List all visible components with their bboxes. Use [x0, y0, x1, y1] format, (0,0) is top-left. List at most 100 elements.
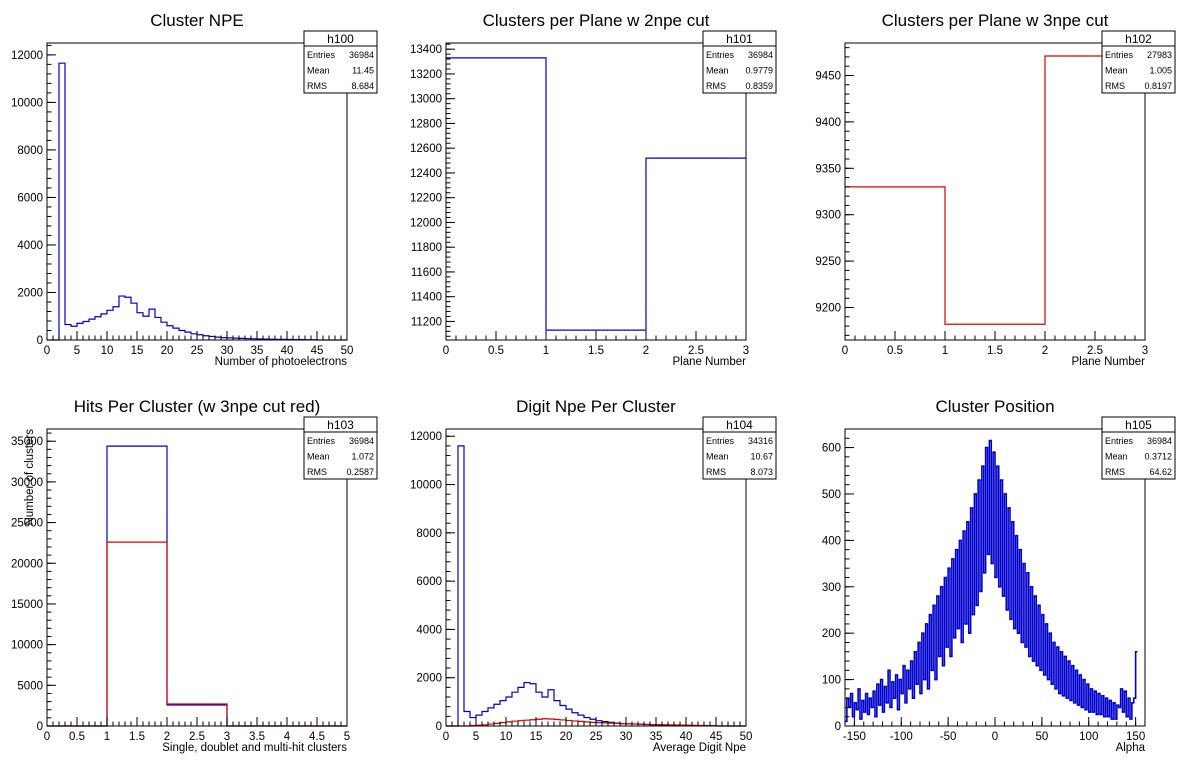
- y-tick-label: 0: [436, 721, 442, 733]
- x-axis-label: Average Digit Npe: [653, 742, 746, 754]
- y-tick-label: 8000: [17, 145, 43, 157]
- x-tick-label: 4: [284, 731, 291, 743]
- y-tick-label: 10000: [410, 480, 442, 492]
- stats-value: 64.62: [1149, 467, 1172, 477]
- stats-box: h102 Entries 27983 Mean 1.005 RMS 0.8197: [1101, 30, 1176, 94]
- x-tick-label: 4.5: [309, 731, 325, 743]
- x-tick-label: 45: [710, 731, 723, 743]
- y-tick-label: 4000: [416, 624, 442, 636]
- stats-key: RMS: [307, 467, 327, 477]
- y-tick-label: 12000: [410, 217, 442, 229]
- stats-box-frame: [702, 30, 777, 94]
- y-tick-label: 10000: [11, 97, 43, 109]
- stats-key: Entries: [1105, 50, 1134, 60]
- chart-title: Cluster Position: [935, 397, 1054, 416]
- y-tick-label: 200: [822, 628, 841, 640]
- x-tick-label: 20: [161, 345, 174, 357]
- histogram-series-1: [845, 55, 1145, 325]
- y-tick-label: 11600: [411, 267, 442, 279]
- y-tick-label: 11200: [411, 316, 442, 328]
- x-tick-label: 0.5: [488, 345, 504, 357]
- x-tick-label: 0: [842, 345, 848, 357]
- histogram-series-1: [446, 57, 746, 331]
- stats-box: h104 Entries 34316 Mean 10.67 RMS 8.073: [702, 416, 777, 480]
- x-tick-label: 0: [44, 731, 50, 743]
- x-tick-label: 50: [341, 345, 354, 357]
- x-tick-label: 150: [1126, 731, 1145, 743]
- stats-box-name: h105: [1125, 418, 1152, 432]
- histogram-series-2: [47, 541, 347, 727]
- x-tick-label: 0: [44, 345, 50, 357]
- stats-value: 1.005: [1149, 66, 1172, 76]
- y-tick-label: 400: [822, 535, 841, 547]
- x-tick-label: 0.5: [69, 731, 85, 743]
- x-tick-label: 100: [1079, 731, 1098, 743]
- y-tick-label: 2000: [17, 287, 43, 299]
- x-tick-label: 1.5: [129, 731, 145, 743]
- x-axis-label: Plane Number: [1071, 356, 1145, 368]
- stats-value: 0.3712: [1144, 452, 1172, 462]
- x-tick-label: 10: [101, 345, 114, 357]
- y-tick-label: 2000: [416, 673, 442, 685]
- stats-key: Entries: [706, 50, 735, 60]
- x-tick-label: 1: [543, 345, 549, 357]
- stats-box: h100 Entries 36984 Mean 11.45 RMS 8.684: [303, 30, 378, 94]
- stats-box-frame: [1101, 416, 1176, 480]
- stats-key: Entries: [706, 436, 735, 446]
- chart-title: Hits Per Cluster (w 3npe cut red): [74, 397, 321, 416]
- y-tick-label: 11800: [411, 242, 442, 254]
- stats-value: 34316: [748, 436, 773, 446]
- stats-value: 36984: [1147, 436, 1172, 446]
- stats-box-name: h101: [726, 32, 753, 46]
- stats-value: 0.8197: [1144, 81, 1172, 91]
- x-tick-label: 3: [224, 731, 230, 743]
- y-tick-label: 12200: [410, 193, 442, 205]
- y-tick-label: 12600: [410, 143, 442, 155]
- chart-title: Cluster NPE: [150, 11, 244, 30]
- x-tick-label: 30: [620, 731, 633, 743]
- y-tick-label: 600: [822, 443, 841, 455]
- y-axis-label: Number of clusters: [24, 429, 36, 526]
- stats-box: h103 Entries 36984 Mean 1.072 RMS 0.2587: [303, 416, 378, 480]
- y-tick-label: 10000: [11, 640, 43, 652]
- y-tick-label: 11400: [411, 292, 442, 304]
- x-tick-label: 25: [191, 345, 204, 357]
- stats-box-frame: [303, 416, 378, 480]
- x-tick-label: 3.5: [249, 731, 265, 743]
- y-tick-label: 25000: [11, 518, 43, 530]
- stats-box-frame: [303, 30, 378, 94]
- stats-value: 0.9779: [745, 66, 773, 76]
- y-tick-label: 13400: [410, 44, 442, 56]
- y-tick-label: 300: [822, 582, 841, 594]
- x-axis-label: Number of photoelectrons: [215, 356, 348, 368]
- x-tick-label: 40: [281, 345, 294, 357]
- y-tick-label: 9450: [815, 70, 841, 82]
- y-tick-label: 8000: [416, 528, 442, 540]
- x-tick-label: 35: [650, 731, 663, 743]
- stats-key: Mean: [706, 66, 729, 76]
- x-tick-label: 2: [164, 731, 170, 743]
- stats-box-name: h103: [327, 418, 354, 432]
- x-tick-label: 0.5: [887, 345, 903, 357]
- chart-title: Clusters per Plane w 2npe cut: [483, 11, 710, 30]
- histogram-series-1: [446, 445, 746, 727]
- stats-key: Mean: [706, 452, 729, 462]
- x-tick-label: 0: [443, 345, 449, 357]
- x-tick-label: 3: [743, 345, 749, 357]
- x-axis-label: Single, doublet and multi-hit clusters: [162, 742, 347, 754]
- y-tick-label: 12800: [410, 118, 442, 130]
- histogram-panel-6: Cluster Position -150 -100 -50 0 50 100 150 0 100…: [822, 397, 1176, 754]
- stats-key: RMS: [1105, 81, 1125, 91]
- y-tick-label: 30000: [11, 477, 43, 489]
- x-axis-label: Plane Number: [672, 356, 746, 368]
- y-tick-label: 12400: [410, 168, 442, 180]
- stats-key: Entries: [1105, 436, 1134, 446]
- x-tick-label: 1: [104, 731, 110, 743]
- x-tick-label: 35: [251, 345, 264, 357]
- y-tick-label: 13000: [410, 94, 442, 106]
- x-tick-label: 5: [344, 731, 350, 743]
- x-tick-label: 2.5: [688, 345, 704, 357]
- stats-value: 11.45: [352, 66, 374, 76]
- x-tick-label: 5: [74, 345, 80, 357]
- x-tick-label: -50: [940, 731, 957, 743]
